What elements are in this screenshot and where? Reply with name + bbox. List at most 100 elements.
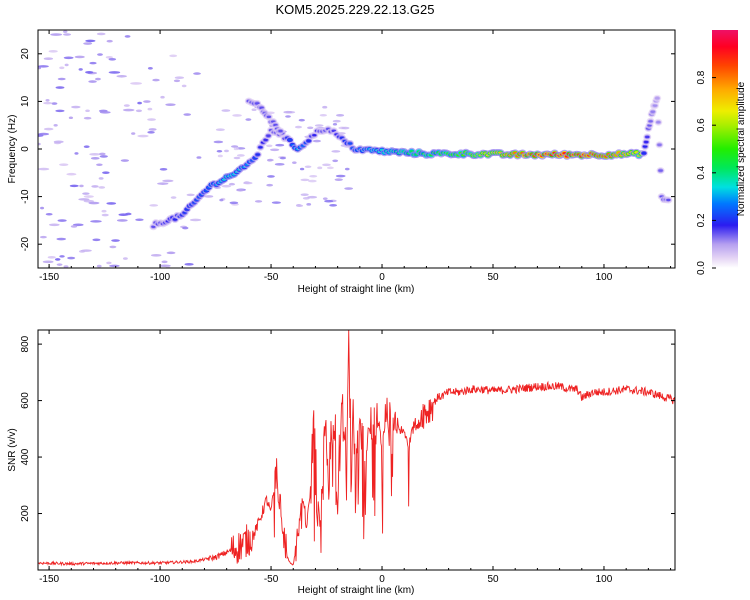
noise-blob — [165, 103, 176, 106]
x-tick-label: 0 — [379, 272, 385, 283]
noise-blob — [67, 256, 76, 260]
noise-blob — [307, 126, 314, 130]
noise-blob — [89, 153, 101, 156]
x-tick-label: 0 — [379, 574, 385, 585]
noise-blob — [279, 156, 286, 160]
noise-blob — [99, 152, 106, 156]
noise-blob — [59, 66, 65, 70]
noise-blob — [57, 219, 67, 222]
chart-title: KOM5.2025.229.22.13.G25 — [275, 2, 434, 17]
noise-blob — [40, 206, 45, 210]
noise-blob — [157, 182, 169, 185]
spectral-core — [254, 102, 260, 105]
spectral-core — [657, 143, 662, 147]
noise-blob — [306, 203, 312, 206]
noise-blob — [50, 33, 63, 36]
noise-blob — [78, 68, 83, 71]
noise-blob — [111, 239, 120, 242]
noise-blob — [55, 109, 65, 113]
y-tick-label: 400 — [20, 448, 31, 465]
noise-blob — [96, 264, 102, 268]
noise-blob — [116, 74, 127, 78]
noise-blob — [296, 204, 304, 208]
noise-blob — [74, 55, 85, 59]
noise-blob — [332, 119, 341, 123]
noise-blob — [215, 128, 225, 132]
noise-blob — [266, 183, 273, 187]
noise-blob — [78, 198, 90, 201]
noise-blob — [63, 33, 72, 36]
noise-blob — [149, 204, 159, 207]
noise-blob — [219, 198, 224, 202]
noise-blob — [38, 167, 50, 171]
spectral-core — [652, 104, 658, 107]
x-tick-label: -100 — [150, 272, 170, 283]
noise-blob — [217, 154, 223, 158]
x-tick-label: -150 — [39, 272, 59, 283]
noise-blob — [101, 209, 107, 213]
x-tick-label: 100 — [596, 574, 613, 585]
noise-blob — [108, 71, 121, 74]
noise-blob — [236, 188, 245, 192]
noise-blob — [71, 105, 81, 109]
noise-blob — [130, 82, 143, 85]
noise-blob — [322, 197, 328, 200]
noise-blob — [89, 61, 97, 65]
noise-blob — [204, 195, 214, 198]
spectral-core — [642, 145, 648, 148]
snr-xlabel: Height of straight line (km) — [298, 585, 415, 596]
noise-blob — [43, 101, 53, 105]
noise-blob — [135, 109, 142, 113]
noise-blob — [229, 201, 239, 205]
noise-blob — [245, 118, 252, 121]
spectral-core — [255, 153, 260, 156]
y-tick-label: -20 — [20, 237, 31, 252]
spectral-core — [650, 110, 656, 114]
noise-blob — [102, 171, 110, 175]
noise-blob — [97, 53, 103, 56]
colorbar-ticks: 0.0 0.2 0.4 0.6 0.8 — [696, 70, 716, 275]
noise-blob — [91, 185, 99, 188]
noise-blob — [42, 260, 54, 264]
noise-blob — [54, 258, 61, 261]
noise-blob — [312, 139, 321, 143]
noise-blob — [271, 201, 281, 204]
noise-blob — [322, 163, 331, 167]
noise-blob — [43, 127, 54, 131]
noise-blob — [135, 218, 144, 222]
noise-blob — [189, 218, 202, 222]
snr-axes: -150 -100 -50 0 50 100 200 400 600 800 — [20, 330, 675, 585]
noise-blob — [57, 77, 66, 81]
noise-blob — [108, 57, 117, 61]
noise-blob — [336, 114, 345, 117]
noise-blob — [308, 179, 317, 183]
spectral-core — [278, 129, 283, 133]
noise-blob — [143, 100, 151, 103]
spectral-core — [655, 97, 660, 100]
snr-panel: -150 -100 -50 0 50 100 200 400 600 800 Height of … — [7, 329, 676, 596]
snr-trace — [38, 330, 675, 567]
noise-blob — [38, 65, 49, 68]
noise-blob — [159, 167, 168, 171]
noise-blob — [137, 134, 149, 138]
noise-blob — [295, 125, 302, 129]
noise-blob — [90, 220, 102, 223]
noise-blob — [166, 251, 176, 255]
y-tick-label: 800 — [20, 335, 31, 352]
snr-frame — [37, 329, 676, 571]
noise-blob — [95, 77, 101, 81]
y-tick-label: 10 — [20, 95, 31, 107]
noise-blob — [300, 178, 310, 182]
noise-blob — [101, 213, 109, 217]
noise-blob — [131, 132, 136, 135]
noise-blob — [319, 113, 327, 117]
spectrogram-frame — [37, 29, 676, 269]
colorbar: 0.0 0.2 0.4 0.6 0.8 Normalized spectral ampl… — [696, 30, 747, 275]
noise-blob — [83, 116, 92, 120]
noise-blob — [326, 166, 334, 170]
noise-blob — [147, 66, 153, 70]
noise-blob — [38, 142, 41, 146]
noise-blob — [233, 156, 241, 160]
noise-blob — [267, 158, 274, 162]
